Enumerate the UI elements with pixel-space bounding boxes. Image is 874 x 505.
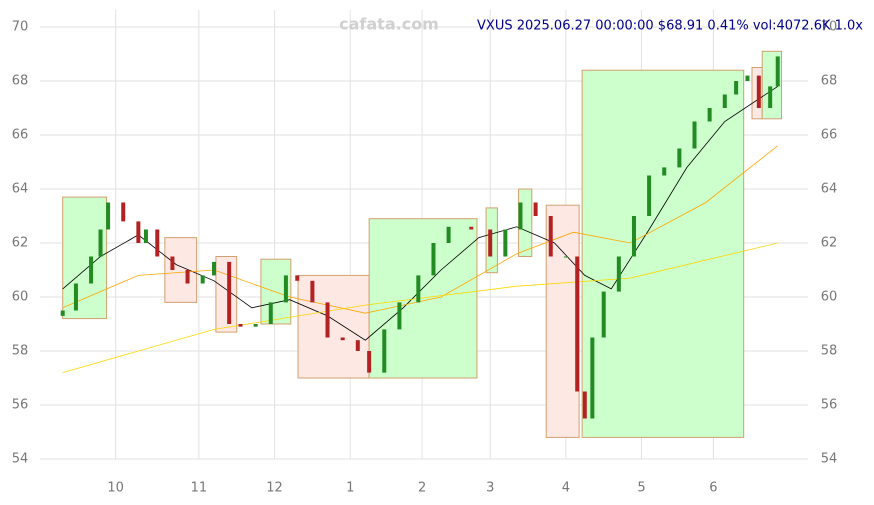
candle-body (582, 391, 587, 419)
candle-body (367, 351, 372, 373)
range-box (164, 237, 198, 303)
candle-body (518, 202, 523, 230)
candle-body (397, 302, 402, 330)
x-tick-label: 3 (486, 481, 494, 496)
x-tick-label: 12 (266, 481, 283, 496)
y-tick-label-right: 64 (821, 182, 838, 197)
candle-body (775, 56, 780, 87)
candle-body (692, 121, 697, 149)
candle-body (734, 81, 739, 95)
candle-body (647, 175, 652, 216)
candle-body (355, 340, 360, 351)
candle-body (590, 337, 595, 419)
y-tick-label-right: 68 (821, 74, 838, 89)
candle-body (533, 202, 538, 216)
candle-body (340, 337, 345, 341)
candle-body (469, 226, 474, 230)
candle-body (616, 256, 621, 292)
candle-body (143, 229, 148, 243)
y-tick-label-right: 60 (821, 290, 838, 305)
candle-body (662, 167, 667, 176)
candle-body (295, 275, 300, 281)
candle-body (121, 202, 126, 222)
x-tick-label: 6 (709, 481, 717, 496)
candle-body (310, 280, 315, 303)
y-tick-label: 54 (12, 452, 29, 467)
candle-body (227, 261, 232, 324)
candle-body (98, 229, 103, 257)
candle-body (756, 75, 761, 108)
watermark: cafata.com (339, 15, 439, 34)
moving-average (62, 242, 778, 373)
y-tick-label-right: 66 (821, 128, 838, 143)
candle-body (503, 229, 508, 257)
candle-body (253, 324, 258, 327)
x-tick-label: 5 (637, 481, 645, 496)
x-tick-label: 11 (191, 481, 208, 496)
candle-body (768, 86, 773, 108)
candle-body (488, 229, 493, 257)
y-tick-label-right: 54 (821, 452, 838, 467)
candle-body (185, 270, 190, 284)
candle-body (89, 256, 94, 284)
candle-body (575, 256, 580, 392)
candle-body (268, 302, 273, 324)
x-tick-label: 4 (562, 481, 570, 496)
candle-body (73, 283, 78, 311)
candle-body (745, 75, 750, 81)
candle-body (446, 226, 451, 243)
candle-body (283, 275, 288, 303)
range-box (297, 274, 370, 379)
y-tick-label-right: 56 (821, 398, 838, 413)
candle-body (631, 216, 636, 257)
x-tick-label: 1 (346, 481, 354, 496)
candle-body (155, 229, 160, 257)
y-tick-label-right: 58 (821, 344, 838, 359)
candle-body (136, 221, 141, 243)
candle-body (677, 148, 682, 168)
range-box (215, 256, 238, 333)
y-tick-label: 66 (12, 128, 29, 143)
candle-body (548, 216, 553, 257)
candle-body (382, 329, 387, 373)
candle-body (200, 275, 205, 284)
y-tick-label-right: 70 (821, 20, 838, 35)
x-tick-label: 10 (107, 481, 124, 496)
candle-body (238, 324, 243, 327)
y-tick-label: 60 (12, 290, 29, 305)
candle-body (170, 256, 175, 270)
y-tick-label: 70 (12, 20, 29, 35)
candle-body (431, 243, 436, 276)
candle-body (707, 108, 712, 122)
candle-body (416, 275, 421, 303)
candle-body (563, 256, 568, 258)
y-tick-label: 64 (12, 182, 29, 197)
range-box (581, 69, 745, 438)
y-tick-label: 68 (12, 74, 29, 89)
y-tick-label: 62 (12, 236, 29, 251)
range-box (368, 218, 478, 379)
candle-body (601, 291, 606, 338)
candle-body (60, 310, 65, 316)
y-tick-label-right: 62 (821, 236, 838, 251)
y-tick-label: 56 (12, 398, 29, 413)
candle-body (722, 94, 727, 108)
chart-title: VXUS 2025.06.27 00:00:00 $68.91 0.41% vo… (477, 19, 863, 34)
candle-body (325, 302, 330, 338)
moving-average (62, 86, 778, 341)
range-box (62, 196, 108, 320)
candle-body (106, 202, 111, 230)
y-tick-label: 58 (12, 344, 29, 359)
candle-body (212, 261, 217, 276)
x-tick-label: 2 (418, 481, 426, 496)
